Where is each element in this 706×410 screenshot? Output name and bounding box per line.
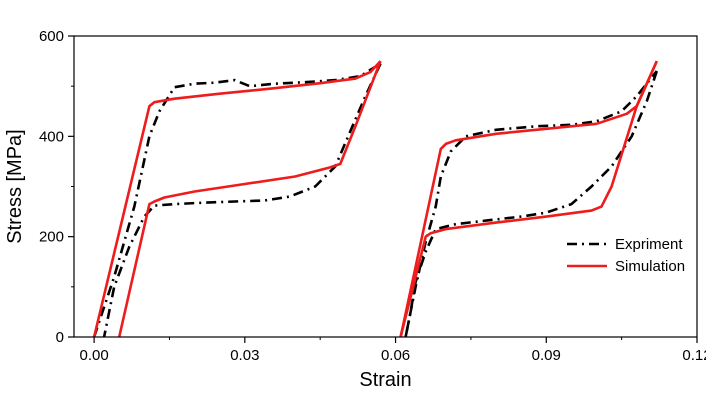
plot-frame: [73, 35, 698, 338]
series-line-expriment: [92, 62, 382, 338]
x-tick-label: 0.12: [682, 347, 706, 364]
y-tick-label: 600: [39, 28, 64, 45]
x-axis-title: Strain: [359, 369, 411, 391]
x-axis-ticks: 0.00 0.03 0.06 0.09 0.12: [79, 337, 706, 364]
y-tick-label: 200: [39, 229, 64, 246]
legend: Expriment Simulation: [567, 236, 685, 275]
y-tick-label: 0: [56, 329, 64, 346]
x-tick-label: 0.00: [79, 347, 108, 364]
series-line-simulation: [92, 60, 382, 338]
series-line-simulation: [117, 60, 382, 338]
x-tick-label: 0.03: [230, 347, 259, 364]
y-axis-title: Stress [MPa]: [4, 129, 26, 243]
y-tick-label: 400: [39, 128, 64, 145]
series-line-simulation: [399, 60, 658, 338]
legend-label: Simulation: [615, 258, 685, 275]
series-line-expriment: [404, 70, 658, 338]
series-layer: [92, 60, 659, 338]
x-tick-label: 0.06: [381, 347, 410, 364]
x-tick-label: 0.09: [532, 347, 561, 364]
y-axis-ticks: 0 200 400 600: [39, 28, 74, 346]
legend-label: Expriment: [615, 236, 683, 253]
series-line-simulation: [399, 60, 658, 338]
series-line-expriment: [404, 70, 659, 338]
series-line-expriment: [102, 63, 382, 338]
